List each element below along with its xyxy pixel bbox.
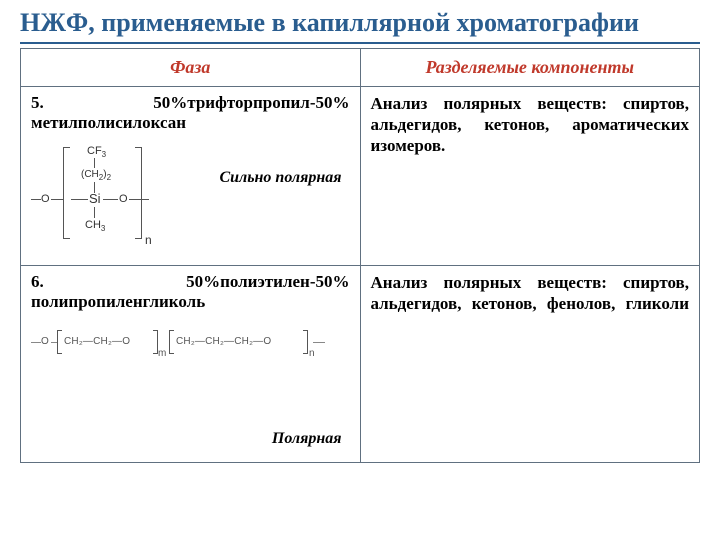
ch3-sub: 3 — [101, 224, 105, 233]
ch3-label: CH — [85, 219, 101, 231]
phase-cell: 5. 50%трифторпропил-50% метилполисилокса… — [21, 86, 361, 265]
si-label: Si — [89, 191, 101, 206]
components-cell: Анализ полярных веществ: спиртов, альдег… — [360, 86, 700, 265]
ch2-label: (CH — [81, 169, 99, 180]
slide-title: НЖФ, применяемые в капиллярной хроматогр… — [20, 8, 700, 44]
glycol-seg1: CH₂—CH₂—O — [64, 336, 130, 347]
header-components: Разделяемые компоненты — [360, 48, 700, 86]
components-text: Анализ полярных веществ: спиртов, альдег… — [371, 272, 690, 315]
glycol-seg2: CH₂—CH₂—CH₂—O — [176, 336, 271, 347]
phase-body: O CH₂—CH₂—O m CH₂—CH₂—CH₂—O n — [31, 326, 350, 456]
phases-table: Фаза Разделяемые компоненты 5. 50%трифто… — [20, 48, 700, 463]
polarity-label: Полярная — [272, 430, 342, 448]
ch2-sub2: 2 — [107, 173, 111, 182]
slide: НЖФ, применяемые в капиллярной хроматогр… — [0, 0, 720, 540]
phase-name: 5. 50%трифторпропил-50% метилполисилокса… — [31, 93, 350, 133]
o-right-label: O — [119, 193, 128, 205]
cf3-label: CF — [87, 145, 102, 157]
m-sub-label: m — [158, 348, 166, 359]
phase-name: 6. 50%полиэтилен-50% полипропиленгликоль — [31, 272, 350, 312]
phase-name-line1: 6. 50%полиэтилен-50% — [31, 272, 350, 291]
components-text: Анализ полярных веществ: спиртов, альдег… — [371, 93, 690, 157]
chem-structure-siloxane: CF3 (CH2)2 Si CH3 O O — [31, 139, 176, 249]
n-sub-label: n — [145, 233, 152, 247]
polarity-label: Сильно полярная — [219, 169, 341, 187]
table-row: 5. 50%трифторпропил-50% метилполисилокса… — [21, 86, 700, 265]
o-label: O — [41, 336, 49, 347]
table-row: 6. 50%полиэтилен-50% полипропиленгликоль… — [21, 265, 700, 462]
cf3-sub: 3 — [102, 150, 106, 159]
header-phase: Фаза — [21, 48, 361, 86]
phase-name-line1: 5. 50%трифторпропил-50% — [31, 93, 350, 112]
n-sub-label: n — [309, 348, 315, 359]
phase-body: CF3 (CH2)2 Si CH3 O O — [31, 139, 350, 259]
o-left-label: O — [41, 193, 50, 205]
phase-name-line2: полипропиленгликоль — [31, 292, 205, 312]
phase-cell: 6. 50%полиэтилен-50% полипропиленгликоль… — [21, 265, 361, 462]
phase-name-line2: метилполисилоксан — [31, 113, 186, 133]
components-cell: Анализ полярных веществ: спиртов, альдег… — [360, 265, 700, 462]
chem-structure-glycol: O CH₂—CH₂—O m CH₂—CH₂—CH₂—O n — [31, 326, 331, 362]
